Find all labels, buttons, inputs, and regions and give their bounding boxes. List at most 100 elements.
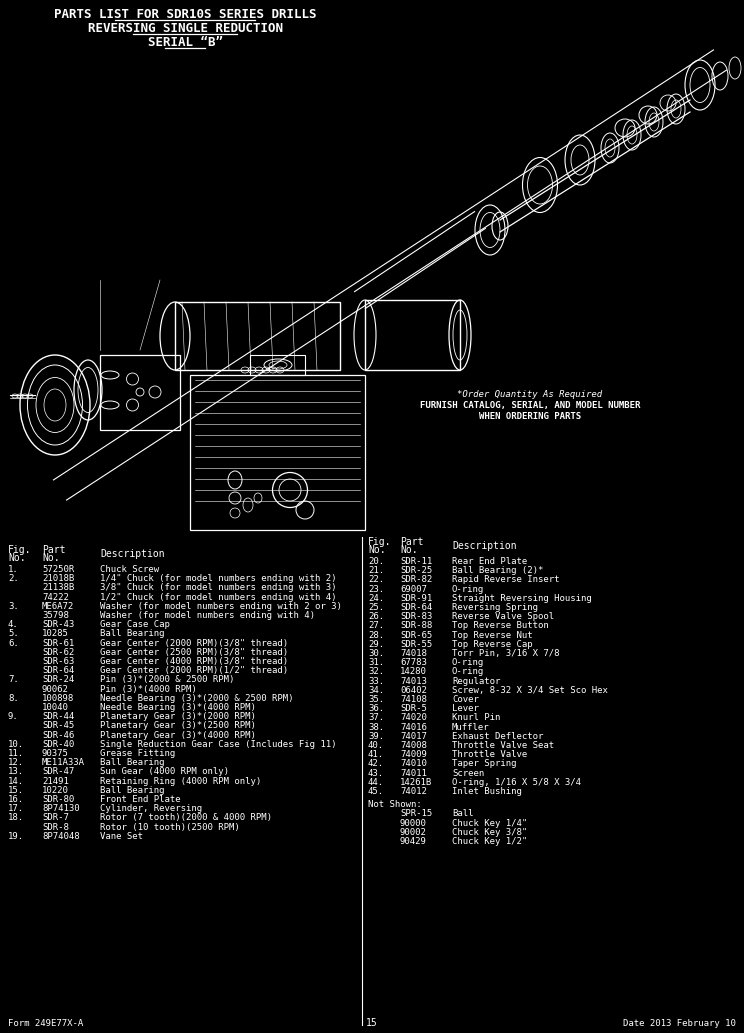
Text: Rotor (10 tooth)(2500 RPM): Rotor (10 tooth)(2500 RPM): [100, 822, 240, 832]
Text: 17.: 17.: [8, 805, 24, 813]
Text: 1/4" Chuck (for model numbers ending with 2): 1/4" Chuck (for model numbers ending wit…: [100, 574, 336, 584]
Text: Chuck Key 1/2": Chuck Key 1/2": [452, 837, 527, 846]
Text: 39.: 39.: [368, 731, 384, 741]
Text: Sun Gear (4000 RPM only): Sun Gear (4000 RPM only): [100, 768, 229, 777]
Text: 10220: 10220: [42, 786, 69, 794]
Text: O-ring: O-ring: [452, 585, 484, 594]
Text: No.: No.: [8, 553, 25, 563]
Bar: [100, 355, 180, 430]
Text: Retaining Ring (4000 RPM only): Retaining Ring (4000 RPM only): [100, 777, 261, 786]
Text: 20.: 20.: [368, 557, 384, 566]
Text: Chuck Key 3/8": Chuck Key 3/8": [452, 827, 527, 837]
Text: O-ring: O-ring: [452, 667, 484, 677]
Text: Date 2013 February 10: Date 2013 February 10: [623, 1019, 736, 1028]
Text: Reverse Valve Spool: Reverse Valve Spool: [452, 613, 554, 621]
Text: FURNISH CATALOG, SERIAL, AND MODEL NUMBER: FURNISH CATALOG, SERIAL, AND MODEL NUMBE…: [420, 401, 640, 410]
Text: Gear Center (2000 RPM)(3/8" thread): Gear Center (2000 RPM)(3/8" thread): [100, 638, 288, 648]
Text: Top Reverse Button: Top Reverse Button: [452, 622, 549, 630]
Text: SDR-24: SDR-24: [42, 676, 74, 685]
Text: Washer (for model numbers ending with 2 or 3): Washer (for model numbers ending with 2 …: [100, 602, 342, 611]
Text: 21018B: 21018B: [42, 574, 74, 584]
Text: ME6A72: ME6A72: [42, 602, 74, 611]
Text: SDR-91: SDR-91: [400, 594, 432, 603]
Bar: [365, 300, 460, 370]
Text: Exhaust Deflector: Exhaust Deflector: [452, 731, 543, 741]
Text: Description: Description: [100, 549, 164, 559]
Text: Cover: Cover: [452, 695, 479, 705]
Text: 10.: 10.: [8, 740, 24, 749]
Text: SDR-47: SDR-47: [42, 768, 74, 777]
Text: 15.: 15.: [8, 786, 24, 794]
Text: Single Reduction Gear Case (Includes Fig 11): Single Reduction Gear Case (Includes Fig…: [100, 740, 336, 749]
Text: Rapid Reverse Insert: Rapid Reverse Insert: [452, 575, 559, 585]
Text: 3/8" Chuck (for model numbers ending with 3): 3/8" Chuck (for model numbers ending wit…: [100, 584, 336, 592]
Text: O-ring: O-ring: [452, 658, 484, 667]
Text: Chuck Screw: Chuck Screw: [100, 565, 159, 574]
Text: Knurl Pin: Knurl Pin: [452, 714, 501, 722]
Text: SDR-40: SDR-40: [42, 740, 74, 749]
Text: Pin (3)*(2000 & 2500 RPM): Pin (3)*(2000 & 2500 RPM): [100, 676, 234, 685]
Text: SDR-80: SDR-80: [42, 795, 74, 804]
Bar: [175, 302, 340, 370]
Text: 28.: 28.: [368, 630, 384, 639]
Text: SDR-25: SDR-25: [400, 566, 432, 575]
Text: 8P74130: 8P74130: [42, 805, 80, 813]
Text: SDR-64: SDR-64: [400, 603, 432, 612]
Text: SDR-45: SDR-45: [42, 721, 74, 730]
Text: 74108: 74108: [400, 695, 427, 705]
Text: Throttle Valve: Throttle Valve: [452, 750, 527, 759]
Text: Regulator: Regulator: [452, 677, 501, 686]
Text: 74016: 74016: [400, 723, 427, 731]
Text: Chuck Key 1/4": Chuck Key 1/4": [452, 818, 527, 827]
Text: Ball Bearing: Ball Bearing: [100, 629, 164, 638]
Text: 100898: 100898: [42, 694, 74, 702]
Text: SDR-64: SDR-64: [42, 666, 74, 676]
Text: SDR-7: SDR-7: [42, 813, 69, 822]
Text: 18.: 18.: [8, 813, 24, 822]
Text: 24.: 24.: [368, 594, 384, 603]
Text: 90429: 90429: [400, 837, 427, 846]
Text: Description: Description: [452, 541, 516, 551]
Text: 74222: 74222: [42, 593, 69, 601]
Text: SDR-61: SDR-61: [42, 638, 74, 648]
Text: Torr Pin, 3/16 X 7/8: Torr Pin, 3/16 X 7/8: [452, 649, 559, 658]
Text: WHEN ORDERING PARTS: WHEN ORDERING PARTS: [479, 412, 581, 421]
Text: 2.: 2.: [8, 574, 19, 584]
Text: 12.: 12.: [8, 758, 24, 768]
Text: 74013: 74013: [400, 677, 427, 686]
Text: 26.: 26.: [368, 613, 384, 621]
Text: Taper Spring: Taper Spring: [452, 759, 516, 769]
Bar: [250, 355, 305, 375]
Text: 1.: 1.: [8, 565, 19, 574]
Text: Rotor (7 tooth)(2000 & 4000 RPM): Rotor (7 tooth)(2000 & 4000 RPM): [100, 813, 272, 822]
Text: 14261B: 14261B: [400, 778, 432, 787]
Text: SDR-63: SDR-63: [42, 657, 74, 666]
Text: Front End Plate: Front End Plate: [100, 795, 181, 804]
Text: Needle Bearing (3)*(4000 RPM): Needle Bearing (3)*(4000 RPM): [100, 703, 256, 712]
Text: 30.: 30.: [368, 649, 384, 658]
Text: 74010: 74010: [400, 759, 427, 769]
Text: Cylinder, Reversing: Cylinder, Reversing: [100, 805, 202, 813]
Text: 43.: 43.: [368, 769, 384, 778]
Text: Straight Reversing Housing: Straight Reversing Housing: [452, 594, 591, 603]
Text: 25.: 25.: [368, 603, 384, 612]
Text: SDR-46: SDR-46: [42, 730, 74, 740]
Text: SPR-15: SPR-15: [400, 810, 432, 818]
Text: 21.: 21.: [368, 566, 384, 575]
Text: 31.: 31.: [368, 658, 384, 667]
Text: 38.: 38.: [368, 723, 384, 731]
Text: 36.: 36.: [368, 705, 384, 713]
Text: 6.: 6.: [8, 638, 19, 648]
Text: 15: 15: [366, 1018, 378, 1028]
Text: Ball: Ball: [452, 810, 473, 818]
Text: SDR-83: SDR-83: [400, 613, 432, 621]
Text: 3.: 3.: [8, 602, 19, 611]
Text: 74009: 74009: [400, 750, 427, 759]
Text: 14280: 14280: [400, 667, 427, 677]
Text: 45.: 45.: [368, 787, 384, 796]
Text: 74018: 74018: [400, 649, 427, 658]
Text: 21138B: 21138B: [42, 584, 74, 592]
Text: No.: No.: [368, 545, 385, 555]
Text: SERIAL “B”: SERIAL “B”: [147, 36, 222, 49]
Text: Top Reverse Nut: Top Reverse Nut: [452, 630, 533, 639]
